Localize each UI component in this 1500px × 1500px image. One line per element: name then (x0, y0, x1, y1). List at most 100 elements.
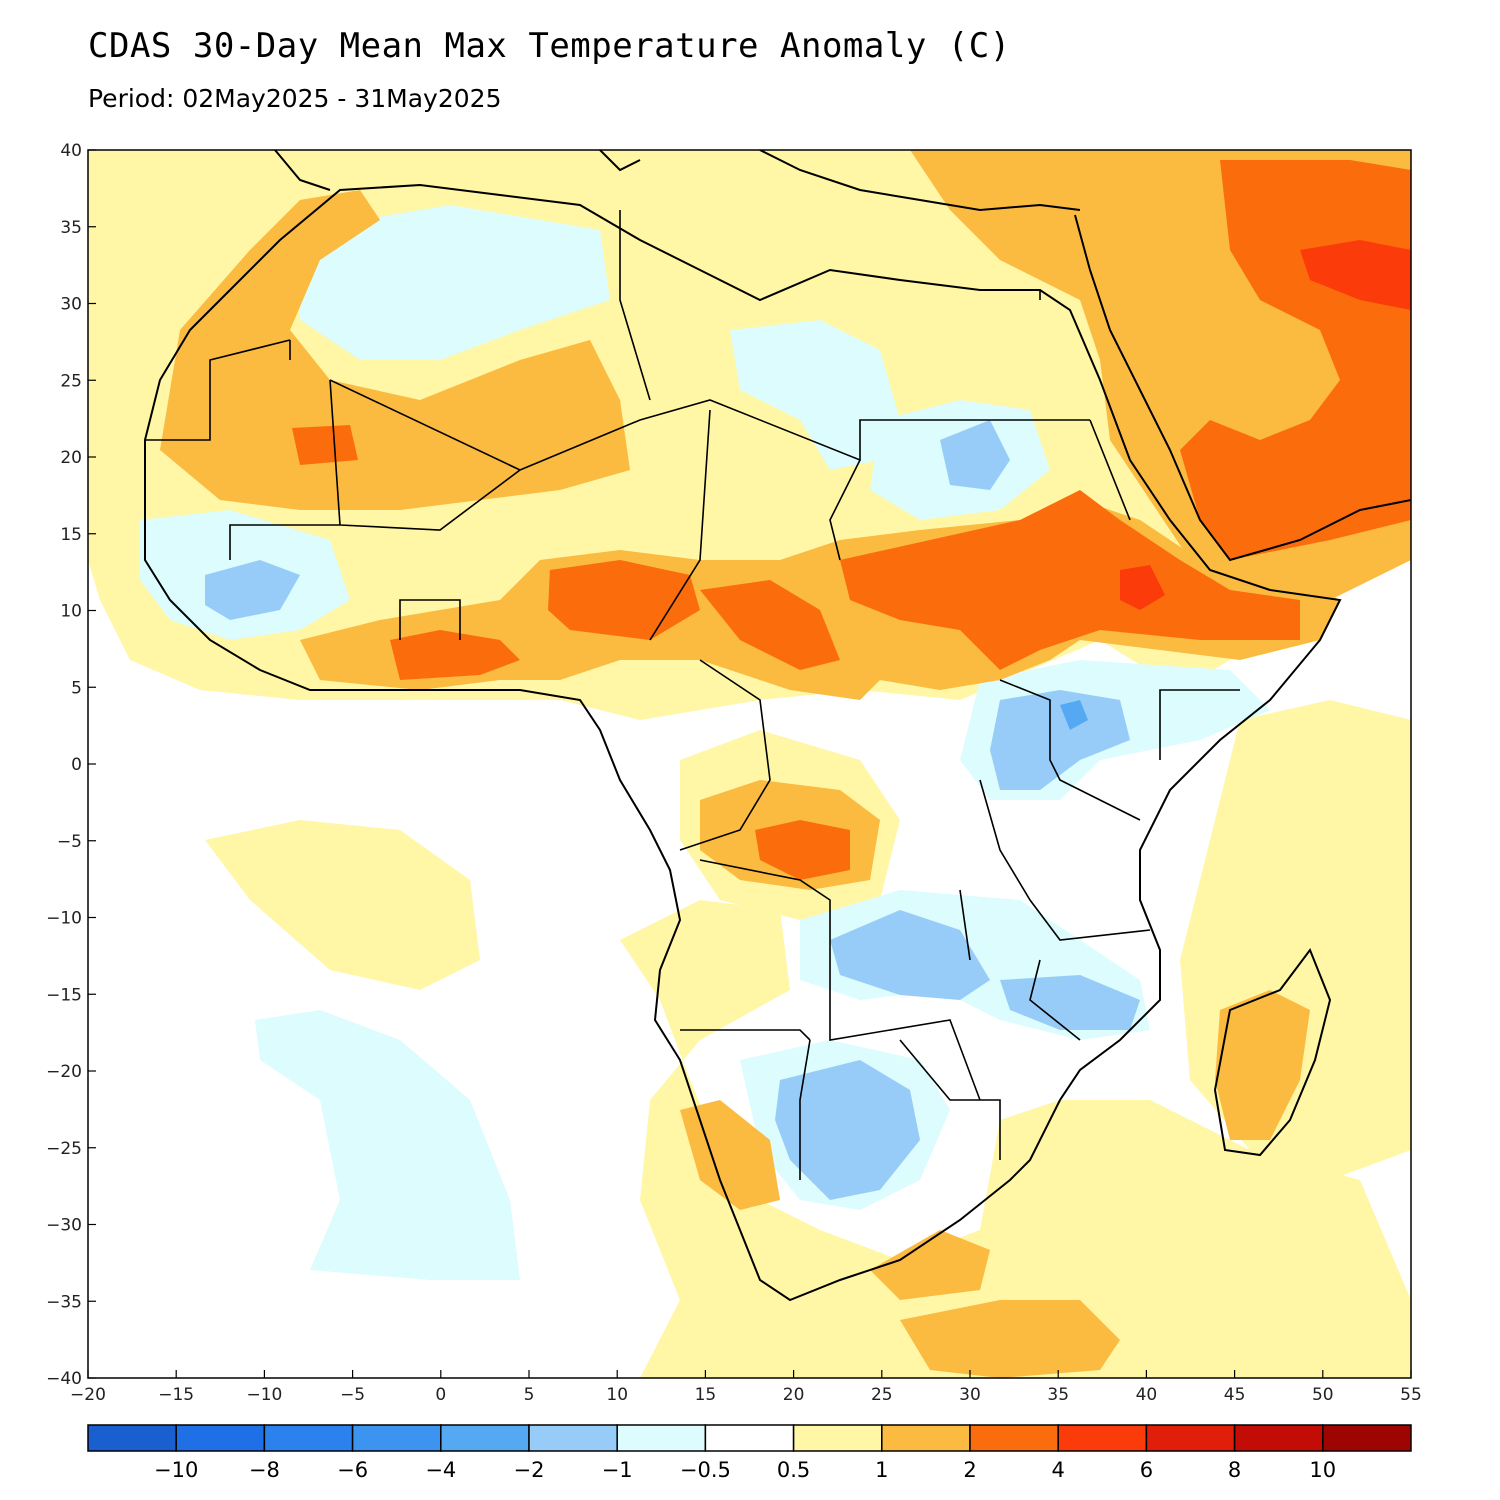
lat-tick-label: 0 (71, 755, 82, 775)
lon-tick-label: −10 (246, 1385, 282, 1405)
lat-tick-label: −20 (46, 1062, 82, 1082)
colorbar-swatch (175, 1424, 266, 1452)
anomaly-region-atlantic-yellow (205, 820, 480, 990)
lon-tick-label: −5 (340, 1385, 365, 1405)
lon-tick-label: 55 (1400, 1385, 1422, 1405)
colorbar-label: 6 (1140, 1458, 1153, 1482)
madagascar-coastline (1213, 947, 1332, 1157)
lat-tick-label: −15 (46, 985, 82, 1005)
lon-tick-label: −15 (158, 1385, 194, 1405)
anomaly-region-congo-darkorange (755, 820, 850, 880)
anomaly-region-atlantic-cyan (255, 1010, 520, 1280)
lon-tick-label: 30 (959, 1385, 981, 1405)
colorbar-label: 4 (1052, 1458, 1065, 1482)
lat-tick-label: 30 (60, 295, 82, 315)
colorbar-swatch (616, 1424, 707, 1452)
lon-tick-label: 45 (1224, 1385, 1246, 1405)
anomaly-region-guinea-blue (205, 560, 300, 620)
colorbar-label: 10 (1309, 1458, 1336, 1482)
colorbar-swatch (87, 1424, 177, 1452)
anomaly-region-kenya-blue (990, 690, 1130, 790)
anomaly-shading (88, 150, 1411, 1378)
colorbar-label: 8 (1228, 1458, 1241, 1482)
lon-tick-label: 20 (783, 1385, 805, 1405)
lon-tick-label: 10 (606, 1385, 628, 1405)
latitude-labels: 40 35 30 25 20 15 10 5 0 −5 −10 −15 −20 −25 −30 −35 −40 (46, 141, 82, 1389)
lat-tick-label: −30 (46, 1216, 82, 1236)
lat-tick-label: 20 (60, 448, 82, 468)
lat-tick-label: −35 (46, 1292, 82, 1312)
colorbar-swatch (1233, 1424, 1324, 1452)
anomaly-region-madagascar-orange (1215, 990, 1310, 1140)
axis-ticks (87, 149, 1412, 1379)
anomaly-region-egypt-cyan (730, 320, 900, 470)
lon-tick-label: 0 (435, 1385, 446, 1405)
map-title: CDAS 30-Day Mean Max Temperature Anomaly… (88, 26, 1011, 66)
colorbar-label: 0.5 (777, 1458, 810, 1482)
anomaly-region-mozambique-blue (1000, 975, 1140, 1030)
anomaly-region-iran-red (1300, 240, 1411, 310)
colorbar-label: 2 (963, 1458, 976, 1482)
anomaly-region-ethiopia-red (1120, 565, 1165, 610)
lat-tick-label: −10 (46, 909, 82, 929)
colorbar-swatch (969, 1424, 1059, 1452)
anomaly-region-namibia-orange (680, 1100, 780, 1210)
anomaly-region-mauritania-darkorange (292, 425, 358, 465)
lat-tick-label: 5 (71, 678, 82, 698)
anomaly-region-ivorycoast-darkorange (390, 630, 520, 680)
lat-tick-label: −25 (46, 1139, 82, 1159)
mediterranean-north-coast (274, 150, 1081, 212)
lon-tick-label: −20 (70, 1385, 106, 1405)
colorbar-label: −0.5 (680, 1458, 731, 1482)
colorbar-label: −8 (249, 1458, 280, 1482)
country-borders-major (145, 210, 1240, 1180)
colorbar-label: −10 (154, 1458, 198, 1482)
anomaly-region-sahara-cyan (300, 205, 610, 360)
lon-tick-label: 15 (695, 1385, 717, 1405)
anomaly-region-south-yellow (620, 900, 1411, 1378)
anomaly-region-kenya-deepblue (1060, 700, 1088, 730)
anomaly-region-northwest-orange (160, 190, 630, 510)
colorbar-swatch (1145, 1424, 1236, 1452)
colorbar-label: −2 (514, 1458, 545, 1482)
colorbar-swatch (1322, 1424, 1412, 1452)
colorbar-label: −4 (425, 1458, 456, 1482)
lon-tick-label: 50 (1312, 1385, 1334, 1405)
lon-tick-label: 25 (871, 1385, 893, 1405)
colorbar-label: −6 (337, 1458, 368, 1482)
anomaly-region-sudan-blue (940, 420, 1010, 490)
colorbar-swatch (1057, 1424, 1148, 1452)
lon-tick-label: 40 (1136, 1385, 1158, 1405)
colorbar-labels: −10 −8 −6 −4 −2 −1 −0.5 0.5 1 2 4 6 8 10 (154, 1458, 1336, 1482)
colorbar-swatch (440, 1424, 530, 1452)
colorbar-swatch (263, 1424, 354, 1452)
anomaly-region-sudan-darkorange (840, 490, 1300, 670)
anomaly-region-southcape-orange (870, 1230, 990, 1300)
lat-tick-label: 10 (60, 602, 82, 622)
colorbar-swatch (881, 1424, 971, 1452)
map-subtitle: Period: 02May2025 - 31May2025 (88, 84, 502, 113)
lat-tick-label: 25 (60, 371, 82, 391)
lat-tick-label: 15 (60, 525, 82, 545)
colorbar-swatch (792, 1424, 883, 1452)
lat-tick-label: 40 (60, 141, 82, 161)
colorbar (87, 1424, 1412, 1452)
africa-coastline (144, 183, 1342, 1302)
colorbar-swatch (528, 1424, 618, 1452)
lat-tick-label: 35 (60, 218, 82, 238)
land-outlines (144, 150, 1411, 1302)
arabia-coastline (1074, 214, 1411, 562)
anomaly-region-zambia-blue (830, 910, 990, 1000)
colorbar-label: −1 (602, 1458, 633, 1482)
colorbar-label: 1 (875, 1458, 888, 1482)
anomaly-region-chad-darkorange (700, 580, 840, 670)
lat-tick-label: −5 (57, 832, 82, 852)
colorbar-swatch (704, 1424, 795, 1452)
colorbar-swatch (351, 1424, 442, 1452)
longitude-labels: −20 −15 −10 −5 0 5 10 15 20 25 30 35 40 45 50 55 (70, 1385, 1422, 1405)
lon-tick-label: 5 (524, 1385, 535, 1405)
lat-tick-label: −40 (46, 1369, 82, 1389)
lon-tick-label: 35 (1047, 1385, 1069, 1405)
anomaly-region-botswana-blue (775, 1060, 920, 1200)
